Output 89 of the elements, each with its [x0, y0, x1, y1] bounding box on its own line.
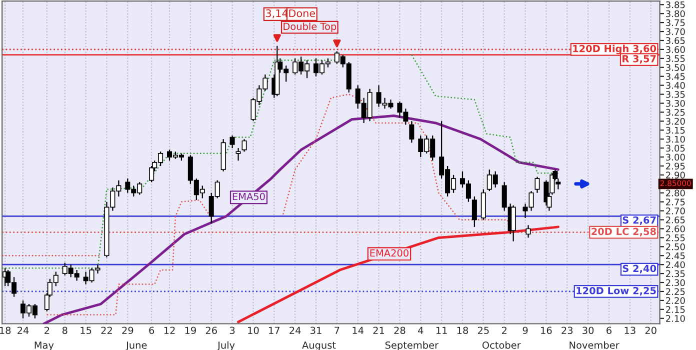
x-tick-label: 15: [80, 326, 92, 334]
x-tick-label: 14: [352, 326, 364, 334]
y-tick-label: 2.15: [666, 306, 685, 313]
y-tick-label: 2.25: [666, 288, 685, 296]
y-tick-label: 2.30: [666, 279, 685, 286]
annotation: Done: [289, 9, 316, 18]
y-tick-label: 3.40: [666, 82, 685, 89]
x-tick-label: 18: [457, 326, 468, 334]
ref-line-label: R 3,57: [622, 55, 656, 64]
x-tick-label: 6: [606, 326, 612, 334]
x-tick-label: 22: [101, 326, 112, 334]
x-tick-label: 6: [149, 326, 154, 334]
y-tick-label: 3.15: [666, 126, 685, 134]
candlestick: [409, 120, 414, 144]
annotation: Double Top: [284, 22, 336, 32]
y-tick-label: 3.60: [666, 46, 685, 54]
x-tick-label: 4: [418, 326, 424, 334]
y-tick-label: 3.00: [666, 154, 685, 161]
candlestick: [526, 224, 531, 238]
y-tick-label: 2.75: [666, 198, 685, 206]
y-tick-label: 2.70: [666, 208, 685, 214]
y-tick-label: 2.65: [666, 216, 685, 224]
candlestick: [230, 134, 235, 149]
x-tick-label: 2: [44, 326, 50, 334]
ref-line-label: 120D High 3,60: [573, 44, 656, 54]
y-tick-label: 3.25: [666, 108, 685, 116]
x-tick-label: 13: [624, 326, 636, 334]
y-tick-label: 3.45: [666, 73, 685, 80]
x2-tick-label: November: [570, 341, 620, 349]
ref-line-label: S 2,67: [622, 216, 656, 225]
x-tick-label: 12: [164, 326, 175, 334]
ref-line-label: 120D Low 2,25: [576, 286, 656, 296]
y-tick-label: 3.75: [666, 19, 685, 26]
x-tick-label: 24: [18, 326, 29, 334]
y-tick-label: 2.45: [666, 252, 685, 260]
ref-line-label: 20D LC 2,58: [592, 228, 656, 236]
y-tick-label: 3.10: [666, 136, 685, 143]
x-tick-label: 25: [478, 326, 489, 334]
y-tick-label: 3.70: [666, 28, 685, 36]
x-tick-label: 3: [230, 326, 235, 334]
x-tick-label: 10: [248, 326, 259, 334]
x-tick-label: 21: [373, 326, 384, 334]
y-tick-label: 3.05: [666, 144, 685, 152]
y-tick-label: 2.95: [666, 162, 685, 170]
candlestick: [510, 204, 516, 242]
x-tick-label: 16: [541, 326, 552, 334]
y-tick-label: 3.55: [666, 55, 685, 62]
ref-line-label: S 2,40: [622, 264, 656, 274]
x-tick-label: 24: [290, 326, 301, 334]
x-tick-label: 7: [334, 326, 340, 334]
y-tick-label: 2.90: [666, 172, 685, 179]
y-tick-label: 2.80: [666, 190, 685, 196]
x-tick-label: 26: [206, 326, 217, 334]
y-tick-label: 2.35: [666, 270, 685, 278]
x-tick-label: 11: [436, 326, 447, 334]
y-tick-label: 2.10: [666, 315, 685, 322]
series-label: EMA50: [232, 192, 265, 200]
x-tick-label: 29: [122, 326, 134, 334]
series-label: EMA200: [370, 249, 408, 257]
x-tick-label: 9: [522, 326, 528, 334]
line-series: [42, 114, 560, 324]
x-tick-label: 17: [269, 326, 280, 334]
y-tick-label: 2.55: [666, 234, 685, 242]
y-tick-label: 2.20: [666, 297, 685, 304]
x-tick-label: 28: [394, 326, 406, 334]
y-tick-label: 3.65: [666, 37, 685, 44]
x-tick-label: 20: [645, 326, 656, 334]
x-tick-label: 2: [502, 326, 506, 334]
candlestick: [242, 138, 247, 152]
x-tick-label: 18: [0, 326, 11, 334]
y-tick-label: 3.80: [666, 10, 685, 18]
y-tick-label: 3.35: [666, 91, 685, 98]
y-tick-label: 3.20: [666, 118, 685, 125]
x-tick-label: 23: [562, 326, 573, 334]
candlestick: [534, 176, 540, 194]
annotation: 3,14: [266, 9, 288, 18]
candlestick: [236, 148, 241, 162]
x-tick-label: 31: [310, 326, 322, 334]
y-tick-label: 3.85: [666, 1, 685, 8]
y-tick-label: 3.30: [666, 100, 685, 107]
x-tick-label: 8: [62, 326, 68, 334]
y-tick-label: 2.60: [666, 225, 685, 232]
y-tick-label: 3.50: [666, 64, 685, 71]
x-tick-label: 30: [582, 326, 594, 334]
x-tick-label: 19: [185, 326, 196, 334]
y-tick-label: 2.40: [666, 261, 685, 268]
candlestick: [472, 196, 477, 228]
y-tick-label: 2.50: [666, 243, 685, 250]
x2-tick-label: October: [482, 341, 521, 349]
